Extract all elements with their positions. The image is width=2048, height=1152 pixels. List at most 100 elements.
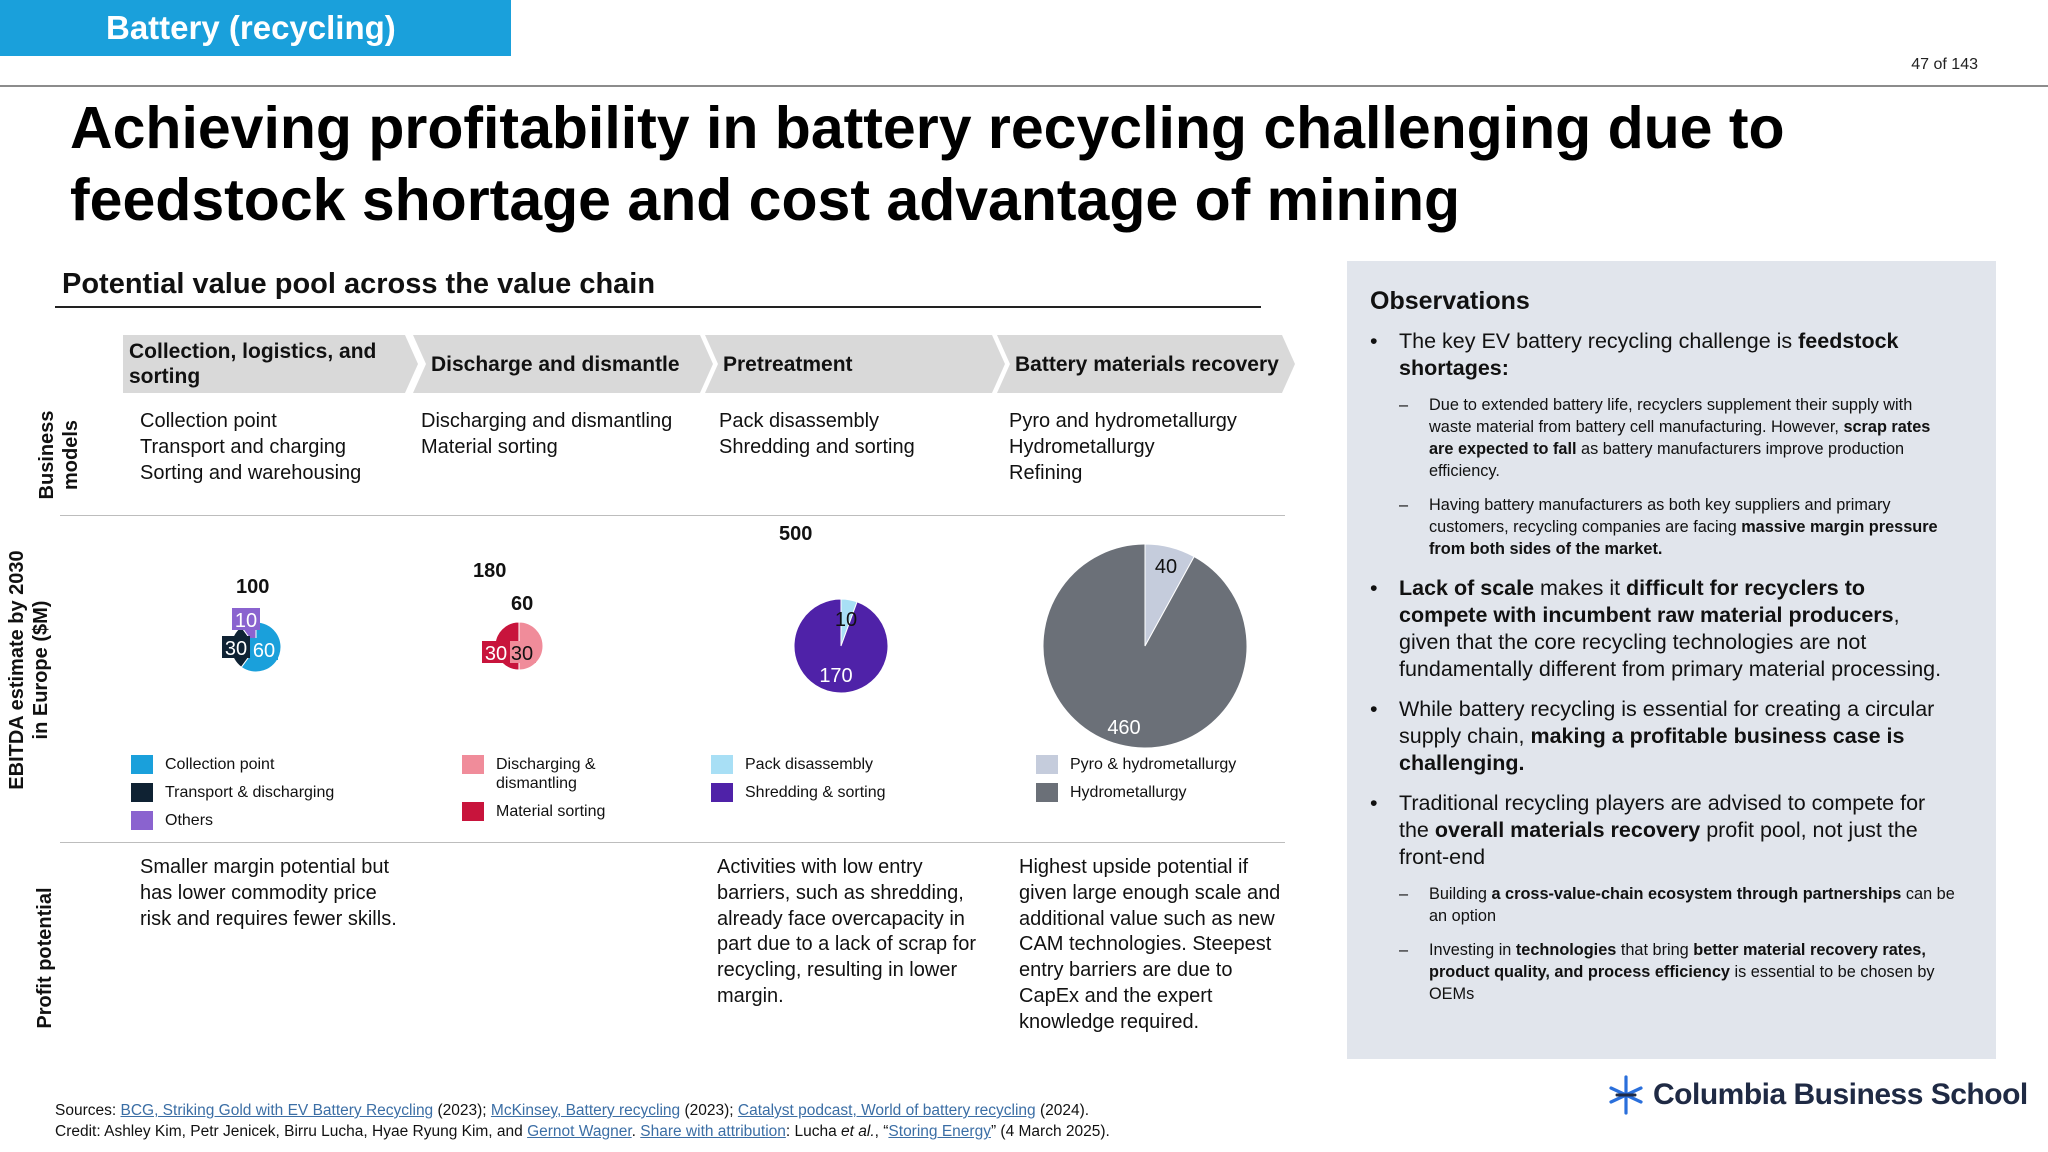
pie-chart-3: 40 460 [1042, 543, 1248, 749]
legend-label: Discharging & dismantling [496, 756, 596, 792]
obs-emphasis: making a profitable business case is cha… [1399, 724, 1905, 775]
stage-chevron-discharge: Discharge and dismantle [413, 335, 713, 393]
footer-text: . [631, 1123, 641, 1140]
source-link-mckinsey[interactable]: McKinsey, Battery recycling [490, 1102, 681, 1119]
profit-potential-materials-recovery: Highest upside potential if given large … [1019, 856, 1281, 1033]
ebitda-total-discharge-pie: 60 [511, 593, 534, 615]
obs-text: as battery manufacturers improve product… [1429, 440, 1905, 480]
obs-emphasis: better material recovery rates, product … [1429, 941, 1926, 981]
pie-data-label: 10 [235, 610, 257, 632]
obs-emphasis: Lack of scale [1399, 576, 1535, 600]
business-model-item: Shredding and sorting [719, 436, 915, 458]
business-models-collection: Collection point Transport and charging … [140, 408, 361, 486]
observations-list: The key EV battery recycling challenge i… [1370, 328, 1955, 1005]
business-model-item: Pack disassembly [719, 410, 880, 432]
observation-bullet: While battery recycling is essential for… [1370, 696, 1955, 777]
legend-item: Pyro & hydrometallurgy [1036, 755, 1236, 774]
pie-data-label: 170 [819, 665, 852, 687]
observation-subbullet: Due to extended battery life, recyclers … [1370, 394, 1955, 482]
pie-data-label: 30 [225, 638, 247, 660]
pie-data-label: 30 [511, 643, 533, 665]
obs-text: Having battery manufacturers as both key… [1429, 496, 1891, 536]
source-link-catalyst[interactable]: Catalyst podcast, World of battery recyc… [737, 1102, 1036, 1119]
obs-text: is essential to be chosen by OEMs [1429, 963, 1935, 1003]
ebitda-total-collection: 100 [236, 576, 270, 598]
business-model-item: Refining [1009, 462, 1083, 484]
observation-bullet: Traditional recycling players are advise… [1370, 790, 1955, 871]
legend-materials-recovery: Pyro & hydrometallurgy Hydrometallurgy [1036, 755, 1236, 811]
business-model-item: Pyro and hydrometallurgy [1009, 410, 1237, 432]
stage-chevron-pretreatment: Pretreatment [705, 335, 1005, 393]
header-divider [0, 85, 2048, 87]
ebitda-total-pretreatment: 500 [779, 523, 813, 545]
columbia-business-school-logo: Columbia Business School [1605, 1074, 2028, 1116]
profit-potential-collection: Smaller margin potential but has lower c… [140, 856, 397, 930]
observation-subbullet: Investing in technologies that bring bet… [1370, 939, 1955, 1005]
business-model-item: Material sorting [421, 436, 558, 458]
obs-text: Investing in [1429, 941, 1516, 959]
pie-slice [793, 598, 889, 694]
obs-text: Building [1429, 885, 1492, 903]
storing-energy-link[interactable]: Storing Energy [888, 1123, 991, 1140]
legend-swatch [462, 755, 484, 774]
pie-data-label: 40 [1155, 556, 1177, 578]
business-models-materials-recovery: Pyro and hydrometallurgy Hydrometallurgy… [1009, 408, 1237, 486]
footer-text: (2023); [433, 1102, 491, 1119]
obs-emphasis: a cross-value-chain ecosystem through pa… [1491, 885, 1902, 903]
stage-label: Discharge and dismantle [431, 352, 680, 376]
stage-label: Pretreatment [723, 352, 853, 376]
profit-potential-pretreatment: Activities with low entry barriers, such… [717, 856, 977, 1007]
section-tag: Battery (recycling) [0, 0, 511, 56]
business-model-item: Hydrometallurgy [1009, 436, 1155, 458]
share-attribution-link[interactable]: Share with attribution [640, 1123, 786, 1140]
legend-item: Transport & discharging [131, 783, 334, 802]
legend-label: Pyro & hydrometallurgy [1070, 756, 1237, 773]
ebitda-total-discharge: 180 [473, 560, 507, 582]
stage-label: Collection, logistics, and sorting [129, 340, 377, 388]
pie-label-background [222, 636, 250, 658]
legend-swatch [711, 755, 733, 774]
footer-text: (2024). [1035, 1102, 1090, 1119]
footer-text: Credit: Ashley Kim, Petr Jenicek, Birru … [55, 1123, 528, 1140]
obs-emphasis: difficult for recyclers to compete with … [1399, 576, 1894, 627]
source-link-bcg[interactable]: BCG, Striking Gold with EV Battery Recyc… [120, 1102, 434, 1119]
observation-bullet: The key EV battery recycling challenge i… [1370, 328, 1955, 382]
legend-label: Others [165, 812, 214, 829]
page-title: Achieving profitability in battery recyc… [70, 95, 1785, 233]
legend-swatch [131, 755, 153, 774]
author-link[interactable]: Gernot Wagner [527, 1123, 632, 1140]
obs-text: makes it [1534, 576, 1627, 600]
legend-swatch [1036, 783, 1058, 802]
value-chain-subtitle: Potential value pool across the value ch… [62, 268, 656, 300]
legend-label: Collection point [165, 756, 275, 773]
pie-label-background [232, 608, 260, 630]
footer-text: et al. [841, 1123, 875, 1140]
credit-line: Credit: Ashley Kim, Petr Jenicek, Birru … [55, 1121, 1110, 1142]
subtitle-underline [55, 306, 1261, 308]
legend-item: Collection point [131, 755, 334, 774]
footer-text: ” (4 March 2025). [990, 1123, 1110, 1140]
footer-text: : Lucha [785, 1123, 842, 1140]
business-models-discharge: Discharging and dismantling Material sor… [421, 408, 672, 460]
legend-discharge: Discharging & dismantling Material sorti… [462, 755, 662, 830]
obs-emphasis: technologies [1515, 941, 1617, 959]
observations-heading: Observations [1370, 287, 1530, 315]
obs-emphasis: scrap rates are expected to fall [1429, 418, 1931, 458]
logo-text: Columbia Business School [1653, 1078, 2028, 1111]
obs-emphasis: massive margin pressure from both sides … [1429, 518, 1938, 558]
pie-data-label: 460 [1107, 717, 1140, 739]
legend-swatch [131, 783, 153, 802]
crown-icon [1609, 1075, 1643, 1115]
obs-text: The key EV battery recycling challenge i… [1399, 329, 1799, 353]
legend-swatch [462, 802, 484, 821]
observation-bullet: Lack of scale makes it difficult for rec… [1370, 575, 1955, 683]
legend-swatch [711, 783, 733, 802]
legend-collection: Collection point Transport & discharging… [131, 755, 334, 839]
footer-text: Sources: [55, 1102, 121, 1119]
legend-item: Discharging & dismantling [462, 755, 662, 793]
business-model-item: Discharging and dismantling [421, 410, 673, 432]
row-divider [60, 515, 1285, 516]
pie-data-label: 30 [485, 643, 507, 665]
